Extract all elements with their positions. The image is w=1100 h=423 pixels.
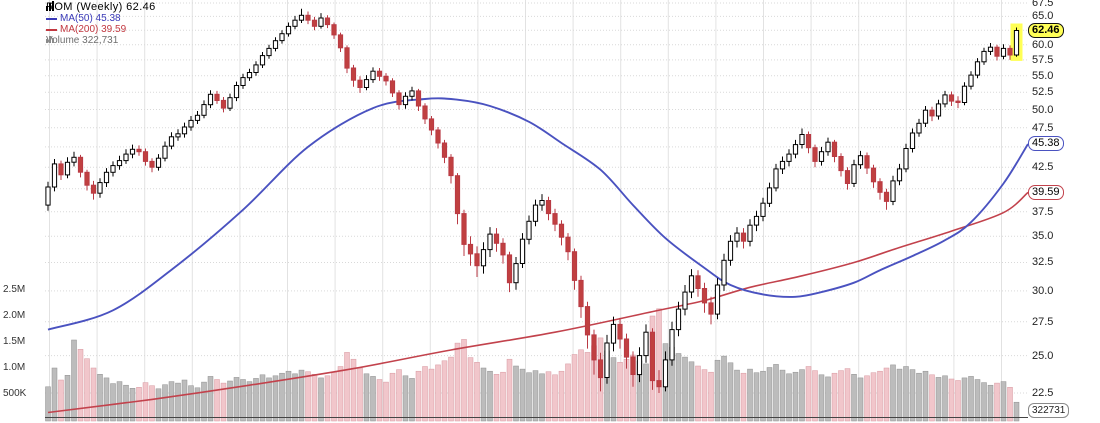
- price-tick-label: 37.5: [1032, 205, 1054, 218]
- volume-value-box: 322731: [1028, 403, 1070, 418]
- legend-row-volume: Volume 322,731: [46, 35, 118, 46]
- ma200-line: [47, 191, 1029, 414]
- grid: [45, 0, 1028, 418]
- volume-tick-label: 1.5M: [3, 336, 26, 347]
- price-tick-label: 57.5: [1032, 53, 1054, 66]
- price-tick-label: 25.0: [1032, 349, 1054, 362]
- legend-row-ma50: MA(50) 45.38: [46, 13, 121, 24]
- chart-icon: [46, 1, 54, 11]
- volume-tick-label: 500K: [3, 388, 27, 399]
- ma200-label: MA(200) 39.59: [60, 24, 127, 35]
- ma50-line-swatch: [46, 17, 57, 20]
- ma50-line: [47, 97, 1029, 331]
- volume-tick-label: 2.0M: [3, 310, 26, 321]
- ma200-line-swatch: [46, 28, 57, 31]
- price-tick-label: 30.0: [1032, 284, 1054, 297]
- price-tick-label: 52.5: [1032, 86, 1054, 99]
- price-tick-label: 42.5: [1032, 161, 1054, 174]
- volume-label: Volume 322,731: [46, 35, 119, 46]
- volume-bars: [45, 308, 1020, 422]
- volume-tick-label: 2.5M: [3, 284, 26, 295]
- candles: [45, 8, 1020, 393]
- legend-row-ma200: MA(200) 39.59: [46, 24, 126, 35]
- price-tick-label: 47.5: [1032, 121, 1054, 134]
- price-tick-label: 27.5: [1032, 315, 1054, 328]
- price-tick-label: 35.0: [1032, 230, 1054, 243]
- chart-title: ROM (Weekly) 62.46: [46, 1, 156, 13]
- last-value-box: 62.46: [1028, 23, 1064, 39]
- price-tick-label: 60.0: [1032, 38, 1054, 51]
- ma200-value-box: 39.59: [1028, 184, 1064, 200]
- price-tick-label: 22.5: [1032, 387, 1054, 399]
- price-tick-label: 65.0: [1032, 10, 1054, 23]
- volume-bars-icon: [46, 36, 54, 43]
- legend-row-symbol: ROM (Weekly) 62.46: [46, 1, 156, 13]
- price-tick-label: 50.0: [1032, 103, 1054, 116]
- volume-tick-label: 1.0M: [3, 362, 26, 373]
- price-tick-label: 55.0: [1032, 69, 1054, 82]
- price-tick-label: 67.5: [1032, 0, 1054, 9]
- ma50-value-box: 45.38: [1028, 136, 1064, 152]
- price-tick-label: 32.5: [1032, 256, 1054, 269]
- ma50-label: MA(50) 45.38: [60, 13, 121, 24]
